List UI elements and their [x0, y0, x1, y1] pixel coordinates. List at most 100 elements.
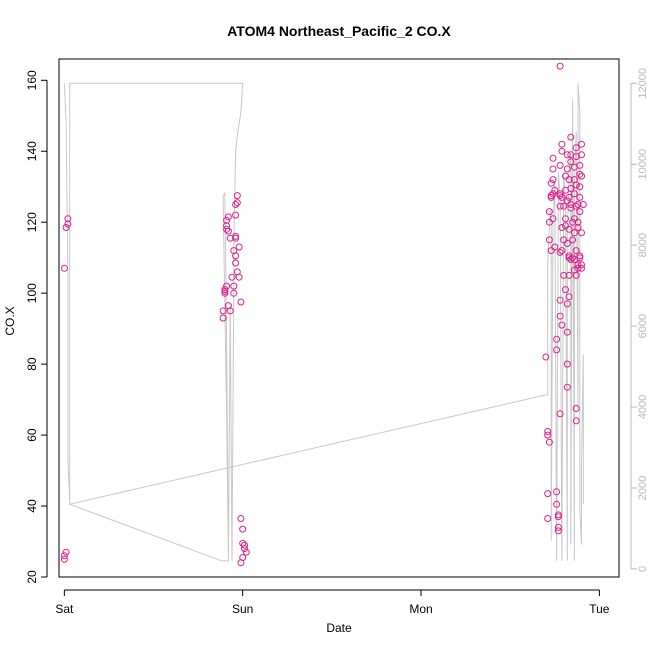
data-point [569, 218, 577, 226]
data-point [547, 247, 555, 255]
data-point [237, 515, 245, 522]
data-point [563, 328, 571, 336]
y2-tick-label: 0 [637, 566, 649, 572]
data-point [556, 296, 564, 304]
data-point [567, 256, 575, 263]
data-point [549, 165, 557, 173]
data-point [556, 192, 564, 200]
data-point [556, 410, 564, 418]
data-point [572, 405, 580, 412]
x-axis-label: Date [326, 621, 352, 635]
data-point [544, 428, 552, 435]
data-point [544, 431, 552, 439]
data-point [223, 216, 231, 224]
data-point [235, 243, 243, 251]
data-point [239, 525, 247, 533]
data-point [574, 224, 582, 231]
data-point [551, 186, 559, 194]
data-point [562, 215, 569, 223]
data-point [565, 271, 573, 279]
data-point [544, 515, 552, 522]
data-point [223, 225, 231, 233]
data-point [549, 176, 557, 184]
data-point [574, 218, 582, 226]
y2-tick-label: 6000 [637, 314, 649, 338]
data-point [576, 183, 584, 191]
data-point [576, 170, 584, 178]
data-point [578, 229, 585, 237]
data-point [567, 158, 575, 166]
data-point [544, 490, 552, 498]
chart-title: ATOM4 Northeast_Pacific_2 CO.X [227, 23, 451, 39]
data-point [574, 201, 582, 208]
y2-tick-label: 10000 [637, 149, 649, 180]
data-point [562, 172, 569, 180]
data-point [62, 548, 70, 556]
data-point [219, 314, 227, 322]
data-point [224, 213, 232, 221]
data-point [233, 199, 241, 207]
data-point [558, 193, 566, 201]
data-point [60, 552, 68, 560]
data-point [558, 321, 566, 329]
plot-frame [58, 58, 620, 578]
data-point [560, 271, 568, 279]
data-point [241, 545, 248, 553]
y-tick-label: 80 [25, 357, 39, 371]
data-point [570, 190, 578, 198]
data-point [572, 271, 580, 279]
data-point [64, 220, 72, 228]
data-point [576, 193, 584, 201]
data-point [562, 222, 569, 230]
data-point [572, 144, 580, 152]
data-point [565, 293, 573, 301]
data-point [572, 202, 580, 210]
data-point [576, 161, 584, 169]
data-point [578, 151, 585, 159]
data-point [563, 240, 571, 247]
data-point [558, 147, 566, 155]
data-point [553, 500, 561, 508]
data-point [224, 227, 232, 235]
data-point [554, 527, 562, 535]
data-point [237, 298, 245, 306]
data-point [578, 264, 585, 272]
axes-layer: Sat Sun Mon Tue 20 40 60 80 100 120 140 160 0 2000 400… [25, 68, 649, 616]
data-point [549, 154, 557, 162]
data-point [567, 185, 575, 192]
data-point [551, 243, 559, 251]
data-point [565, 193, 573, 201]
x-tick-label: Tue [589, 602, 610, 616]
data-point [565, 225, 573, 233]
data-point [556, 202, 564, 210]
data-point [565, 176, 573, 184]
data-point [556, 62, 564, 70]
data-point [60, 264, 68, 272]
data-point [578, 140, 585, 148]
data-point [545, 218, 553, 226]
y-tick-label: 100 [25, 283, 39, 303]
data-point [563, 151, 571, 159]
data-point [563, 383, 571, 391]
data-point [574, 261, 582, 269]
data-point [64, 215, 72, 223]
data-point [549, 190, 557, 198]
data-point [230, 289, 238, 297]
y2-tick-label: 8000 [637, 233, 649, 257]
data-point [576, 254, 584, 262]
data-point [549, 215, 557, 223]
y-tick-label: 120 [25, 212, 39, 232]
data-point [219, 307, 227, 315]
data-point [553, 346, 561, 354]
data-point [545, 236, 553, 244]
data-point [570, 215, 578, 223]
y-tick-label: 160 [25, 70, 39, 90]
data-point [572, 181, 580, 189]
data-point [223, 282, 231, 290]
data-point [553, 488, 561, 496]
data-point [545, 208, 553, 216]
data-point [554, 511, 562, 519]
x-tick-label: Sun [232, 602, 253, 616]
